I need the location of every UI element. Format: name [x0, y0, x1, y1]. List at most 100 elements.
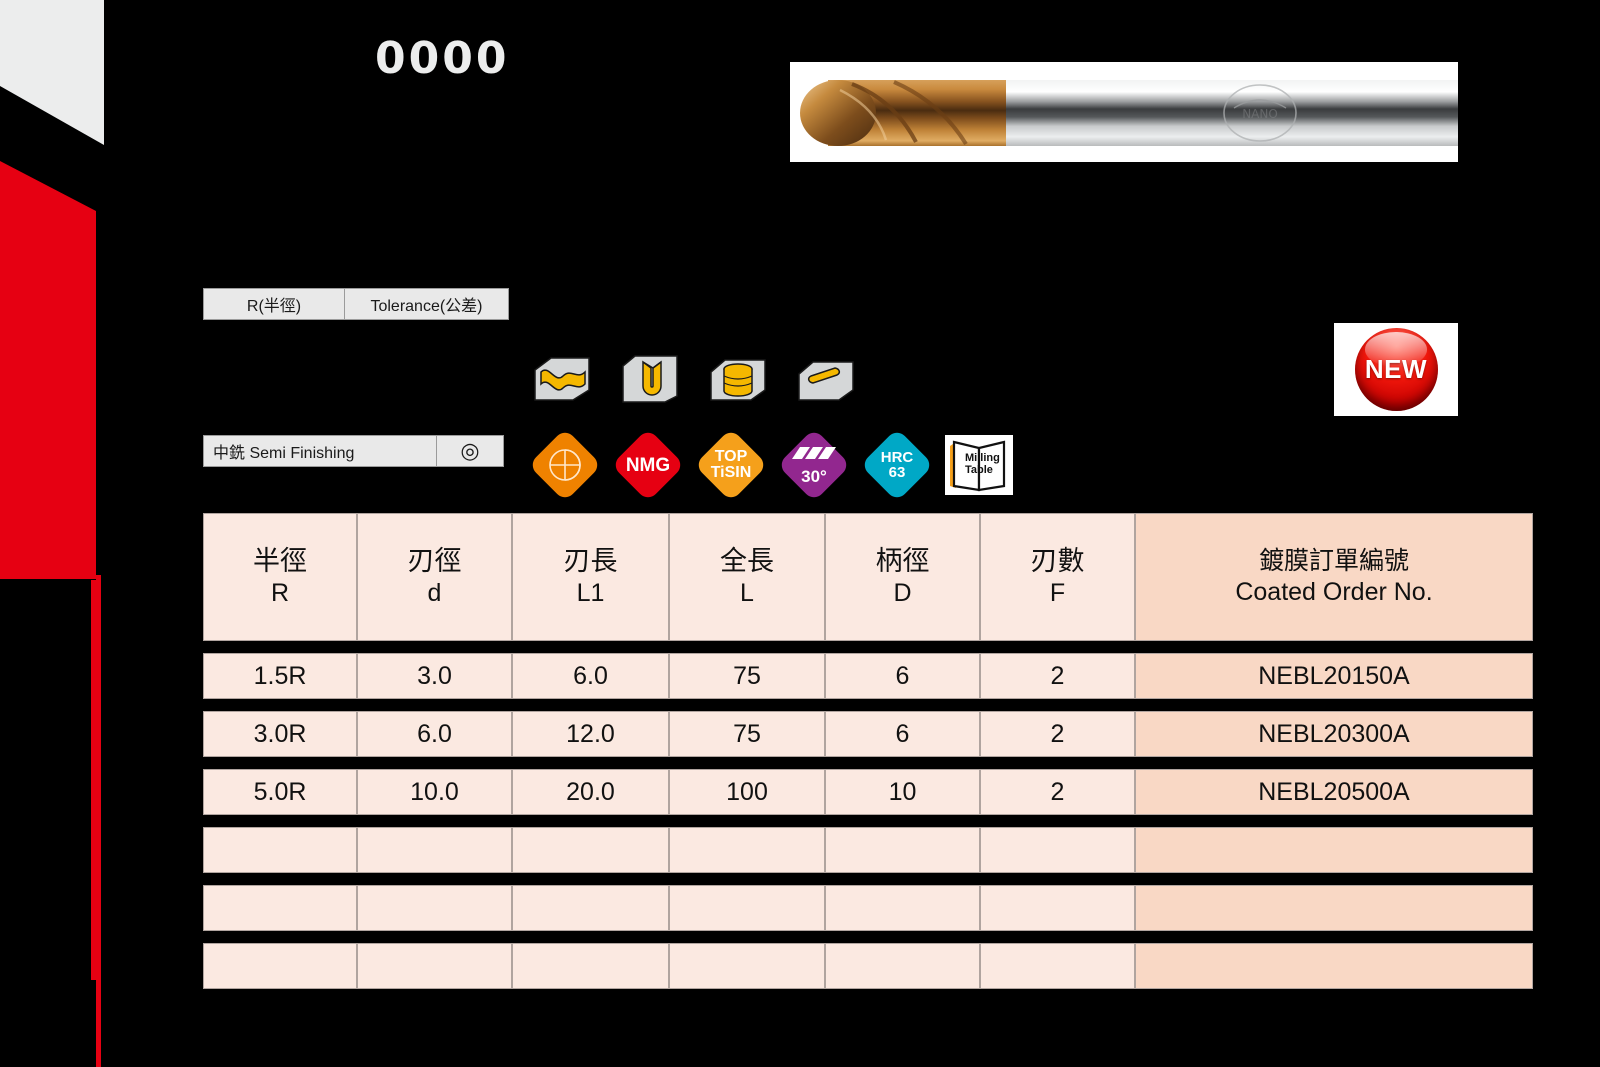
- cell-order-no: NEBL20500A: [1135, 769, 1533, 815]
- cell-order-no: [1135, 827, 1533, 873]
- row-spacer: [203, 931, 1533, 943]
- column-header-radius: 半徑 R: [203, 513, 357, 641]
- column-header-order-no: 鍍膜訂單編號 Coated Order No.: [1135, 513, 1533, 641]
- cell-value: [669, 943, 825, 989]
- slot-milling-icon: [622, 355, 678, 403]
- cell-value: 75: [669, 653, 825, 699]
- nmg-badge: NMG: [611, 428, 685, 502]
- column-header-shank-diameter: 柄徑 D: [825, 513, 980, 641]
- ball-nose-end-mill-photo: NANO: [790, 62, 1458, 162]
- cell-value: [669, 827, 825, 873]
- pocket-milling-icon: [798, 361, 854, 401]
- cell-value: [825, 943, 980, 989]
- table-header-row: 半徑 R 刃徑 d 刃長 L1 全長 L 柄徑 D 刃數 F: [203, 513, 1533, 641]
- cell-value: [357, 827, 512, 873]
- milling-table-line2: Table: [965, 464, 993, 476]
- table-row[interactable]: 3.0R 6.0 12.0 75 6 2 NEBL20300A: [203, 711, 1533, 757]
- column-header-flute-count-cn: 刃數: [1030, 545, 1085, 576]
- new-badge-circle: NEW: [1354, 328, 1438, 411]
- specification-table: 半徑 R 刃徑 d 刃長 L1 全長 L 柄徑 D 刃數 F: [203, 513, 1533, 989]
- svg-text:NANO: NANO: [1242, 107, 1278, 121]
- cell-value: [980, 943, 1135, 989]
- cell-value: 6.0: [357, 711, 512, 757]
- top-tisin-badge-diamond: [694, 428, 768, 502]
- hardness-badge: HRC 63: [860, 428, 934, 502]
- feature-badge-row: NMG TOP TiSIN 30° HRC: [528, 428, 1013, 502]
- row-spacer: [203, 757, 1533, 769]
- column-header-flute-count: 刃數 F: [980, 513, 1135, 641]
- column-header-overall-length-cn: 全長: [720, 545, 774, 576]
- cell-value: 3.0: [357, 653, 512, 699]
- tool-illustration: NANO: [800, 80, 1458, 146]
- helical-milling-icon: [710, 359, 766, 401]
- cell-order-no: NEBL20150A: [1135, 653, 1533, 699]
- cell-value: 6: [825, 653, 980, 699]
- cell-value: [669, 885, 825, 931]
- cell-value: [825, 827, 980, 873]
- new-badge: NEW: [1334, 323, 1458, 416]
- column-header-cutting-diameter-en: d: [427, 579, 442, 608]
- column-header-order-no-en: Coated Order No.: [1235, 578, 1433, 606]
- milling-table-line1: Milling: [965, 452, 1000, 465]
- top-tisin-badge: TOP TiSIN: [694, 428, 768, 502]
- cell-value: 75: [669, 711, 825, 757]
- page-code: 0000: [375, 33, 510, 84]
- cell-value: [203, 827, 357, 873]
- nmg-badge-diamond: [611, 428, 685, 502]
- cell-order-no: [1135, 885, 1533, 931]
- category-tab-red: [0, 161, 96, 579]
- hardness-badge-diamond: [860, 428, 934, 502]
- red-edge-divider: [96, 575, 101, 1067]
- cell-value: 1.5R: [203, 653, 357, 699]
- cell-value: 6: [825, 711, 980, 757]
- column-header-cutting-diameter-cn: 刃徑: [407, 545, 462, 576]
- cell-value: [203, 943, 357, 989]
- table-row[interactable]: [203, 943, 1533, 989]
- cell-value: 10: [825, 769, 980, 815]
- cell-value: 2: [980, 769, 1135, 815]
- cell-value: [512, 827, 669, 873]
- contour-milling-icon: [534, 357, 590, 401]
- cell-value: [980, 827, 1135, 873]
- row-spacer: [203, 873, 1533, 885]
- cell-value: 2: [980, 711, 1135, 757]
- double-circle-icon: ◎: [436, 436, 503, 466]
- table-row[interactable]: [203, 885, 1533, 931]
- cell-value: 6.0: [512, 653, 669, 699]
- corner-wedge-decoration: [0, 0, 104, 145]
- cell-value: 100: [669, 769, 825, 815]
- cell-value: 12.0: [512, 711, 669, 757]
- column-header-radius-en: R: [270, 579, 290, 608]
- column-header-flute-count-en: F: [1049, 579, 1066, 608]
- milling-table-icon[interactable]: Milling Table: [945, 435, 1013, 495]
- table-row[interactable]: [203, 827, 1533, 873]
- column-header-shank-diameter-en: D: [893, 579, 912, 608]
- row-spacer: [203, 815, 1533, 827]
- helix-angle-badge: 30°: [777, 428, 851, 502]
- column-header-shank-diameter-cn: 柄徑: [875, 545, 930, 576]
- column-header-radius-cn: 半徑: [253, 545, 307, 576]
- cell-value: [980, 885, 1135, 931]
- row-spacer: [203, 641, 1533, 653]
- cell-value: 10.0: [357, 769, 512, 815]
- column-header-overall-length-en: L: [740, 579, 754, 608]
- cell-value: [357, 885, 512, 931]
- category-tab-black: [0, 580, 96, 980]
- tolerance-header-r: R(半徑): [204, 289, 344, 319]
- cell-value: 2: [980, 653, 1135, 699]
- operation-icon-row: [531, 350, 857, 406]
- column-header-flute-length-cn: 刃長: [563, 545, 618, 576]
- cell-value: [203, 885, 357, 931]
- ball-nose-icon: [528, 428, 602, 502]
- cell-order-no: [1135, 943, 1533, 989]
- semi-finishing-label: 中銑 Semi Finishing: [204, 436, 436, 466]
- column-header-order-no-cn: 鍍膜訂單編號: [1258, 546, 1409, 575]
- cell-value: 5.0R: [203, 769, 357, 815]
- cell-value: [357, 943, 512, 989]
- row-spacer: [203, 699, 1533, 711]
- table-row[interactable]: 5.0R 10.0 20.0 100 10 2 NEBL20500A: [203, 769, 1533, 815]
- column-header-flute-length-en: L1: [576, 579, 605, 608]
- helix-angle-badge-diamond: [777, 428, 851, 502]
- table-row[interactable]: 1.5R 3.0 6.0 75 6 2 NEBL20150A: [203, 653, 1533, 699]
